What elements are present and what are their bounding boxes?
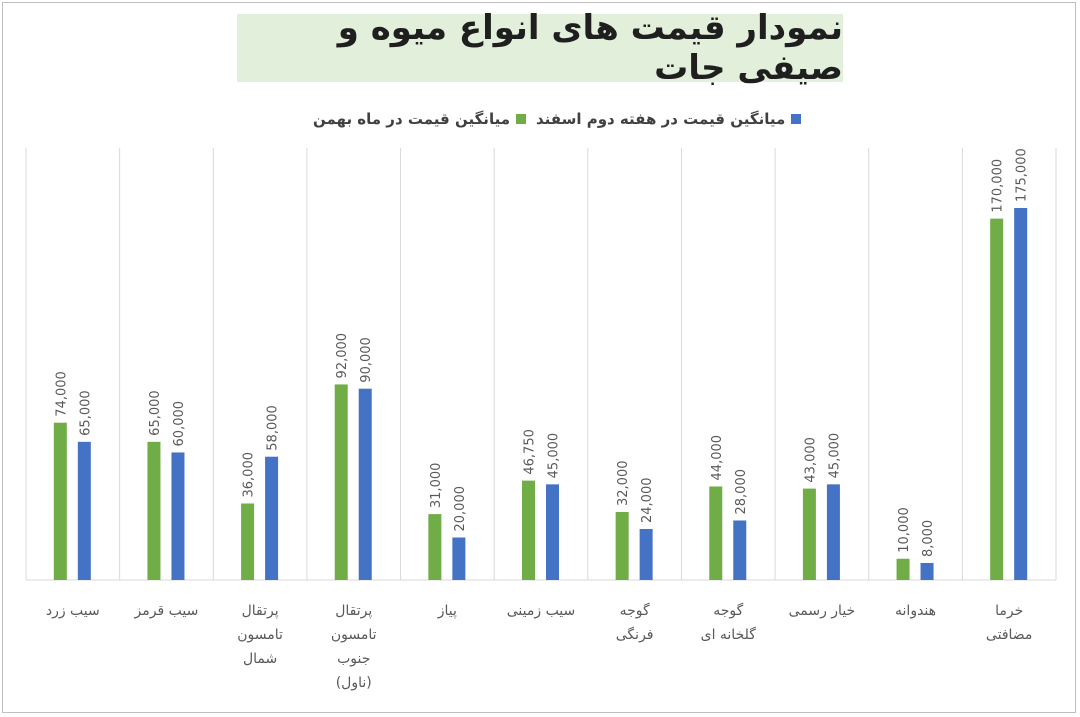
category-label: جنوب	[337, 651, 370, 667]
category-label: خیار رسمی	[789, 603, 856, 619]
bar-esfand	[1014, 208, 1028, 580]
data-label: 65,000	[78, 390, 93, 436]
category-label: (ناول)	[336, 675, 372, 691]
category-label: پیاز	[437, 603, 457, 619]
data-label: 24,000	[640, 477, 655, 523]
category-label: سیب قرمز	[134, 603, 199, 619]
category-label: هندوانه	[895, 603, 936, 619]
data-label: 175,000	[1015, 148, 1030, 202]
bar-esfand	[733, 520, 747, 580]
data-label: 28,000	[734, 469, 749, 515]
data-label: 8,000	[921, 520, 936, 557]
bar-esfand	[171, 452, 185, 580]
data-label: 36,000	[242, 452, 257, 498]
data-label: 44,000	[710, 435, 725, 481]
bar-bahman	[334, 384, 348, 580]
category-label: گوجه	[620, 602, 650, 619]
bar-bahman	[896, 558, 910, 580]
bar-bahman	[709, 486, 723, 580]
legend-swatch-esfand	[791, 114, 802, 124]
data-label: 92,000	[335, 333, 350, 379]
category-label: پرتقال	[242, 603, 279, 619]
data-label: 74,000	[54, 371, 69, 417]
legend-swatch-bahman	[516, 114, 526, 124]
bar-bahman	[990, 218, 1004, 580]
data-label: 45,000	[827, 433, 842, 479]
data-label: 43,000	[803, 437, 818, 483]
data-label: 60,000	[172, 401, 187, 447]
bar-bahman	[522, 480, 535, 580]
category-label: پرتقال	[335, 603, 372, 619]
category-label: فرنگی	[616, 626, 654, 643]
legend-item-esfand: میانگین قیمت در هفته دوم اسفند	[536, 106, 802, 132]
data-label: 45,000	[547, 433, 562, 479]
legend-label-bahman: میانگین قیمت در ماه بهمن	[313, 110, 510, 128]
bar-esfand	[77, 441, 91, 580]
bar-esfand	[358, 388, 372, 580]
bar-bahman	[147, 441, 161, 580]
bar-bahman	[53, 422, 67, 580]
category-label: مضافتی	[986, 627, 1033, 643]
category-label: خرما	[995, 603, 1023, 619]
bar-bahman	[615, 511, 629, 580]
bar-bahman	[428, 514, 442, 580]
bar-esfand	[452, 537, 466, 580]
category-label: گلخانه ای	[701, 626, 757, 643]
data-label: 32,000	[616, 460, 631, 506]
data-label: 31,000	[429, 463, 444, 509]
data-label: 46,750	[523, 429, 538, 475]
legend-item-bahman: میانگین قیمت در ماه بهمن	[313, 106, 526, 132]
bar-esfand	[920, 562, 934, 580]
bar-esfand	[826, 484, 840, 580]
bar-esfand	[546, 484, 559, 580]
category-label: تامسون	[331, 627, 377, 643]
data-label: 90,000	[359, 337, 374, 383]
bar-bahman	[241, 503, 255, 580]
data-label: 170,000	[991, 159, 1006, 213]
legend-label-esfand: میانگین قیمت در هفته دوم اسفند	[536, 110, 786, 128]
category-label: تامسون	[237, 627, 283, 643]
bar-esfand	[265, 456, 279, 580]
data-label: 58,000	[266, 405, 281, 451]
data-label: 20,000	[453, 486, 468, 532]
bar-bahman	[802, 488, 816, 580]
legend: میانگین قیمت در ماه بهمن میانگین قیمت در…	[0, 106, 1080, 132]
bar-esfand	[639, 528, 653, 580]
category-label: گوجه	[713, 602, 743, 619]
category-label: سیب زرد	[46, 603, 100, 619]
chart-title: نمودار قیمت های انواع میوه و صیفی جات	[337, 8, 843, 88]
data-label: 65,000	[148, 390, 163, 436]
chart-title-box: نمودار قیمت های انواع میوه و صیفی جات	[237, 8, 843, 88]
category-label: سیب زمینی	[507, 603, 576, 619]
category-label: شمال	[243, 651, 277, 667]
data-label: 10,000	[897, 507, 912, 553]
